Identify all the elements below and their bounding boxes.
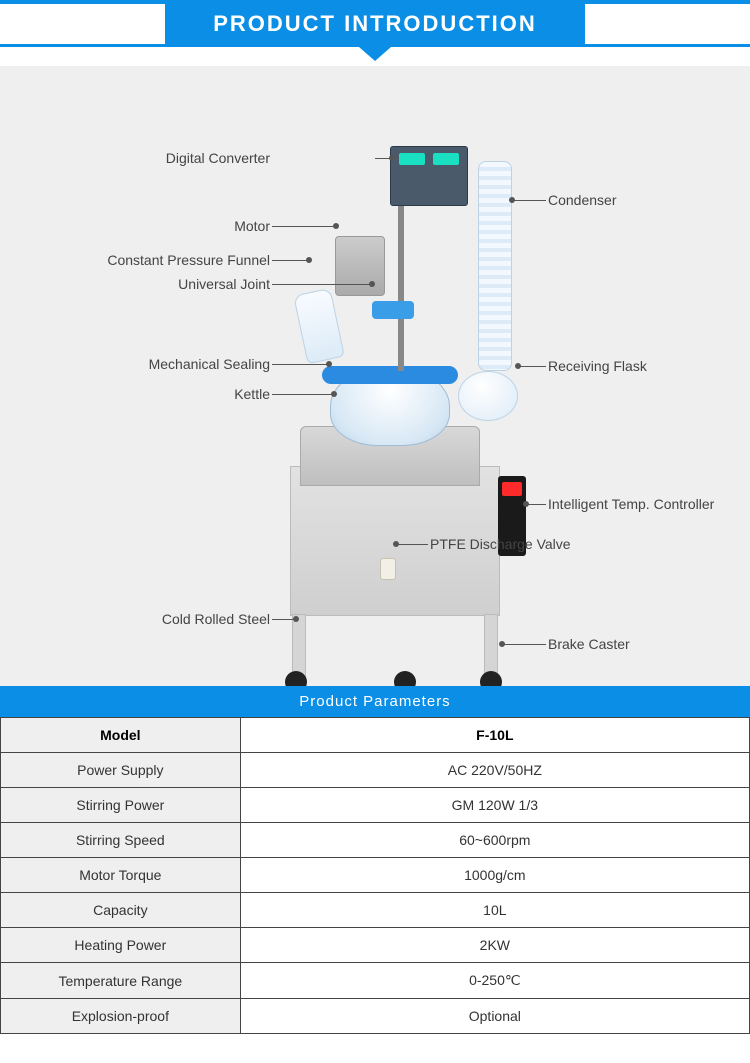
table-row: Heating Power2KW bbox=[1, 928, 750, 963]
table-row: Motor Torque1000g/cm bbox=[1, 858, 750, 893]
display-icon bbox=[399, 153, 425, 165]
param-value: 10L bbox=[240, 893, 749, 928]
param-name: Temperature Range bbox=[1, 963, 241, 999]
leader-line bbox=[526, 504, 546, 505]
leader-dot-icon bbox=[331, 391, 337, 397]
motor bbox=[335, 236, 385, 296]
label-ptfe-discharge-valve: PTFE Discharge Valve bbox=[430, 536, 571, 552]
param-value: 0-250℃ bbox=[240, 963, 749, 999]
leader-line bbox=[272, 364, 327, 365]
universal-joint bbox=[372, 301, 414, 319]
seal-ring bbox=[322, 366, 458, 384]
param-value: AC 220V/50HZ bbox=[240, 753, 749, 788]
label-kettle: Kettle bbox=[234, 386, 270, 402]
leader-line bbox=[272, 284, 370, 285]
section-header: PRODUCT INTRODUCTION bbox=[0, 0, 750, 56]
caster-wheel-icon bbox=[480, 671, 502, 686]
table-row: ModelF-10L bbox=[1, 718, 750, 753]
parameters-table: ModelF-10LPower SupplyAC 220V/50HZStirri… bbox=[0, 717, 750, 1034]
param-name: Heating Power bbox=[1, 928, 241, 963]
param-name: Stirring Power bbox=[1, 788, 241, 823]
leader-dot-icon bbox=[393, 541, 399, 547]
display-icon bbox=[433, 153, 459, 165]
param-name: Stirring Speed bbox=[1, 823, 241, 858]
leader-line bbox=[502, 644, 546, 645]
label-mechanical-sealing: Mechanical Sealing bbox=[149, 356, 270, 372]
table-row: Explosion-proofOptional bbox=[1, 999, 750, 1034]
table-row: Stirring Speed60~600rpm bbox=[1, 823, 750, 858]
param-value: F-10L bbox=[240, 718, 749, 753]
label-digital-converter: Digital Converter bbox=[166, 150, 270, 166]
digital-converter bbox=[390, 146, 468, 206]
table-row: Power SupplyAC 220V/50HZ bbox=[1, 753, 750, 788]
header-arrow-icon bbox=[359, 47, 391, 61]
param-value: 1000g/cm bbox=[240, 858, 749, 893]
leader-line bbox=[375, 158, 390, 159]
product-diagram: Digital Converter Motor Constant Pressur… bbox=[0, 66, 750, 686]
table-row: Temperature Range0-250℃ bbox=[1, 963, 750, 999]
leader-line bbox=[518, 366, 546, 367]
caster-wheel-icon bbox=[285, 671, 307, 686]
table-row: Capacity10L bbox=[1, 893, 750, 928]
table-row: Stirring PowerGM 120W 1/3 bbox=[1, 788, 750, 823]
param-name: Capacity bbox=[1, 893, 241, 928]
label-receiving-flask: Receiving Flask bbox=[548, 358, 647, 374]
leader-dot-icon bbox=[306, 257, 312, 263]
param-name: Model bbox=[1, 718, 241, 753]
caster-wheel-icon bbox=[394, 671, 416, 686]
label-cold-rolled-steel: Cold Rolled Steel bbox=[162, 611, 270, 627]
leader-dot-icon bbox=[499, 641, 505, 647]
header-title: PRODUCT INTRODUCTION bbox=[165, 4, 585, 44]
param-name: Explosion-proof bbox=[1, 999, 241, 1034]
leader-dot-icon bbox=[389, 155, 395, 161]
parameters-header: Product Parameters bbox=[0, 686, 750, 717]
label-brake-caster: Brake Caster bbox=[548, 636, 630, 652]
leader-line bbox=[512, 200, 546, 201]
leader-dot-icon bbox=[369, 281, 375, 287]
param-value: Optional bbox=[240, 999, 749, 1034]
leader-line bbox=[272, 394, 332, 395]
leader-line bbox=[272, 226, 334, 227]
leader-dot-icon bbox=[515, 363, 521, 369]
condenser bbox=[478, 161, 512, 371]
discharge-valve bbox=[380, 558, 396, 580]
leader-dot-icon bbox=[523, 501, 529, 507]
label-intelligent-temp-controller: Intelligent Temp. Controller bbox=[548, 496, 714, 512]
param-name: Power Supply bbox=[1, 753, 241, 788]
label-universal-joint: Universal Joint bbox=[178, 276, 270, 292]
param-value: 60~600rpm bbox=[240, 823, 749, 858]
param-value: 2KW bbox=[240, 928, 749, 963]
label-motor: Motor bbox=[234, 218, 270, 234]
receiving-flask bbox=[458, 371, 518, 421]
leader-line bbox=[396, 544, 428, 545]
leader-line bbox=[272, 260, 307, 261]
leader-line bbox=[272, 619, 294, 620]
param-name: Motor Torque bbox=[1, 858, 241, 893]
funnel bbox=[293, 288, 345, 364]
leader-dot-icon bbox=[509, 197, 515, 203]
label-condenser: Condenser bbox=[548, 192, 617, 208]
leader-dot-icon bbox=[333, 223, 339, 229]
param-value: GM 120W 1/3 bbox=[240, 788, 749, 823]
label-constant-pressure-funnel: Constant Pressure Funnel bbox=[107, 252, 270, 268]
leader-dot-icon bbox=[293, 616, 299, 622]
leader-dot-icon bbox=[326, 361, 332, 367]
